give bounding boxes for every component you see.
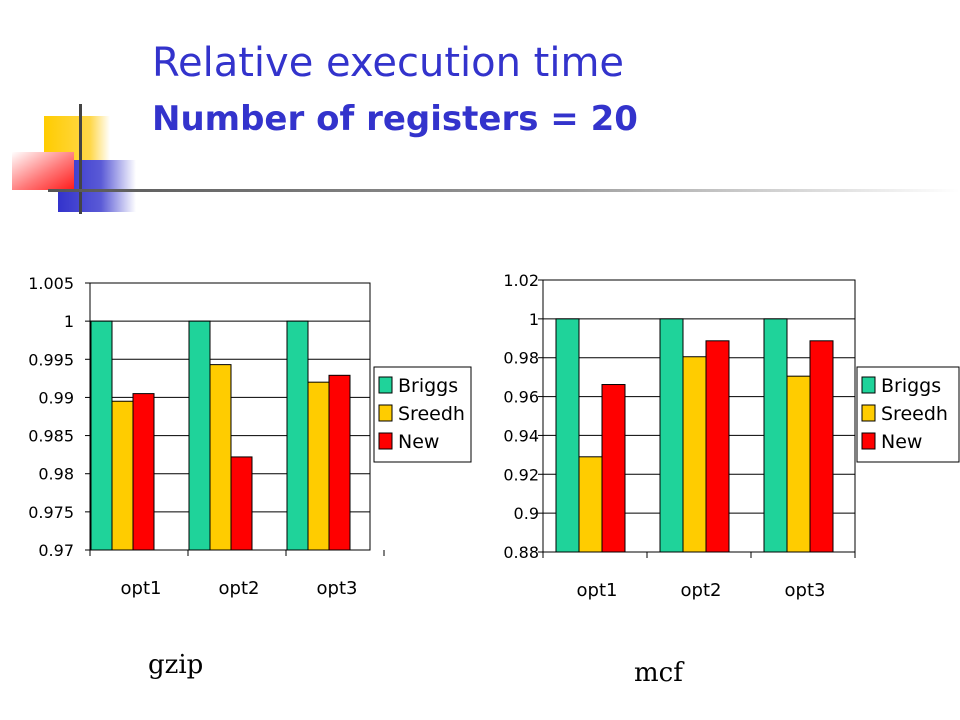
mcf-ytick-label: 0.94 bbox=[503, 426, 539, 445]
mcf-xtick-label-opt1: opt1 bbox=[577, 580, 618, 601]
slide-decoration bbox=[12, 104, 960, 214]
gzip-ytick-label: 1.005 bbox=[28, 274, 74, 293]
mcf-caption: mcf bbox=[634, 658, 683, 688]
slide-title: Relative execution time bbox=[152, 40, 625, 86]
gzip-xtick-label-opt1: opt1 bbox=[121, 578, 162, 599]
mcf-ytick-label: 0.9 bbox=[514, 504, 539, 523]
mcf-ytick-label: 0.88 bbox=[503, 543, 539, 562]
gzip-ytick-label: 0.995 bbox=[28, 350, 74, 369]
gzip-xtick-label-opt3: opt3 bbox=[317, 578, 358, 599]
gzip-ytick-label: 0.975 bbox=[28, 503, 74, 522]
mcf-legend-label-new: New bbox=[881, 431, 922, 453]
gzip-legend-label-sreedh: Sreedh bbox=[398, 403, 465, 425]
mcf-ytick-label: 1.02 bbox=[503, 271, 539, 290]
gzip-legend-label-new: New bbox=[398, 431, 439, 453]
mcf-legend-items: Briggs Sreedh New bbox=[861, 375, 948, 453]
mcf-bar-opt3-new bbox=[809, 340, 834, 553]
gzip-legend-swatch-sreedh bbox=[378, 404, 393, 422]
mcf-xtick-label-opt2: opt2 bbox=[681, 580, 722, 601]
mcf-legend-label-briggs: Briggs bbox=[881, 375, 941, 397]
vertical-rule bbox=[79, 104, 82, 214]
mcf-bar-opt1-sreedh bbox=[578, 456, 603, 553]
gzip-ytick-label: 1 bbox=[64, 312, 74, 331]
mcf-legend-swatch-sreedh bbox=[861, 404, 876, 422]
mcf-bar-opt1-new bbox=[601, 384, 626, 553]
gzip-ytick-label: 0.985 bbox=[28, 427, 74, 446]
mcf-ytick-label: 0.92 bbox=[503, 465, 539, 484]
mcf-ytick-label: 0.96 bbox=[503, 388, 539, 407]
slide-subtitle: Number of registers = 20 bbox=[152, 99, 638, 139]
mcf-bar-opt3-sreedh bbox=[786, 375, 811, 553]
gzip-bar-opt2-new bbox=[230, 456, 253, 551]
mcf-legend-swatch-briggs bbox=[861, 376, 876, 394]
mcf-bar-opt1-briggs bbox=[555, 318, 580, 553]
gzip-legend-swatch-briggs bbox=[378, 376, 393, 394]
gzip-bar-opt1-new bbox=[132, 393, 155, 551]
mcf-xtick-label-opt3: opt3 bbox=[785, 580, 826, 601]
mcf-bar-opt3-briggs bbox=[763, 318, 788, 553]
horizontal-rule bbox=[48, 189, 960, 192]
red-square bbox=[12, 152, 74, 190]
mcf-legend-label-sreedh: Sreedh bbox=[881, 403, 948, 425]
gzip-legend-swatch-new bbox=[378, 432, 393, 450]
gzip-xtick-label-opt2: opt2 bbox=[219, 578, 260, 599]
gzip-legend-label-briggs: Briggs bbox=[398, 375, 458, 397]
mcf-ytick-label: 1 bbox=[529, 310, 539, 329]
gzip-bar-opt3-new bbox=[328, 374, 351, 551]
gzip-ytick-label: 0.99 bbox=[38, 388, 74, 407]
gzip-ytick-label: 0.97 bbox=[38, 541, 74, 560]
mcf-bar-opt2-new bbox=[705, 340, 730, 553]
mcf-legend-swatch-new bbox=[861, 432, 876, 450]
gzip-legend-items: Briggs Sreedh New bbox=[378, 375, 465, 453]
gzip-caption: gzip bbox=[148, 650, 204, 680]
mcf-bar-opt2-sreedh bbox=[682, 356, 707, 553]
gzip-ytick-label: 0.98 bbox=[38, 465, 74, 484]
mcf-ytick-label: 0.98 bbox=[503, 349, 539, 368]
mcf-bar-opt2-briggs bbox=[659, 318, 684, 553]
